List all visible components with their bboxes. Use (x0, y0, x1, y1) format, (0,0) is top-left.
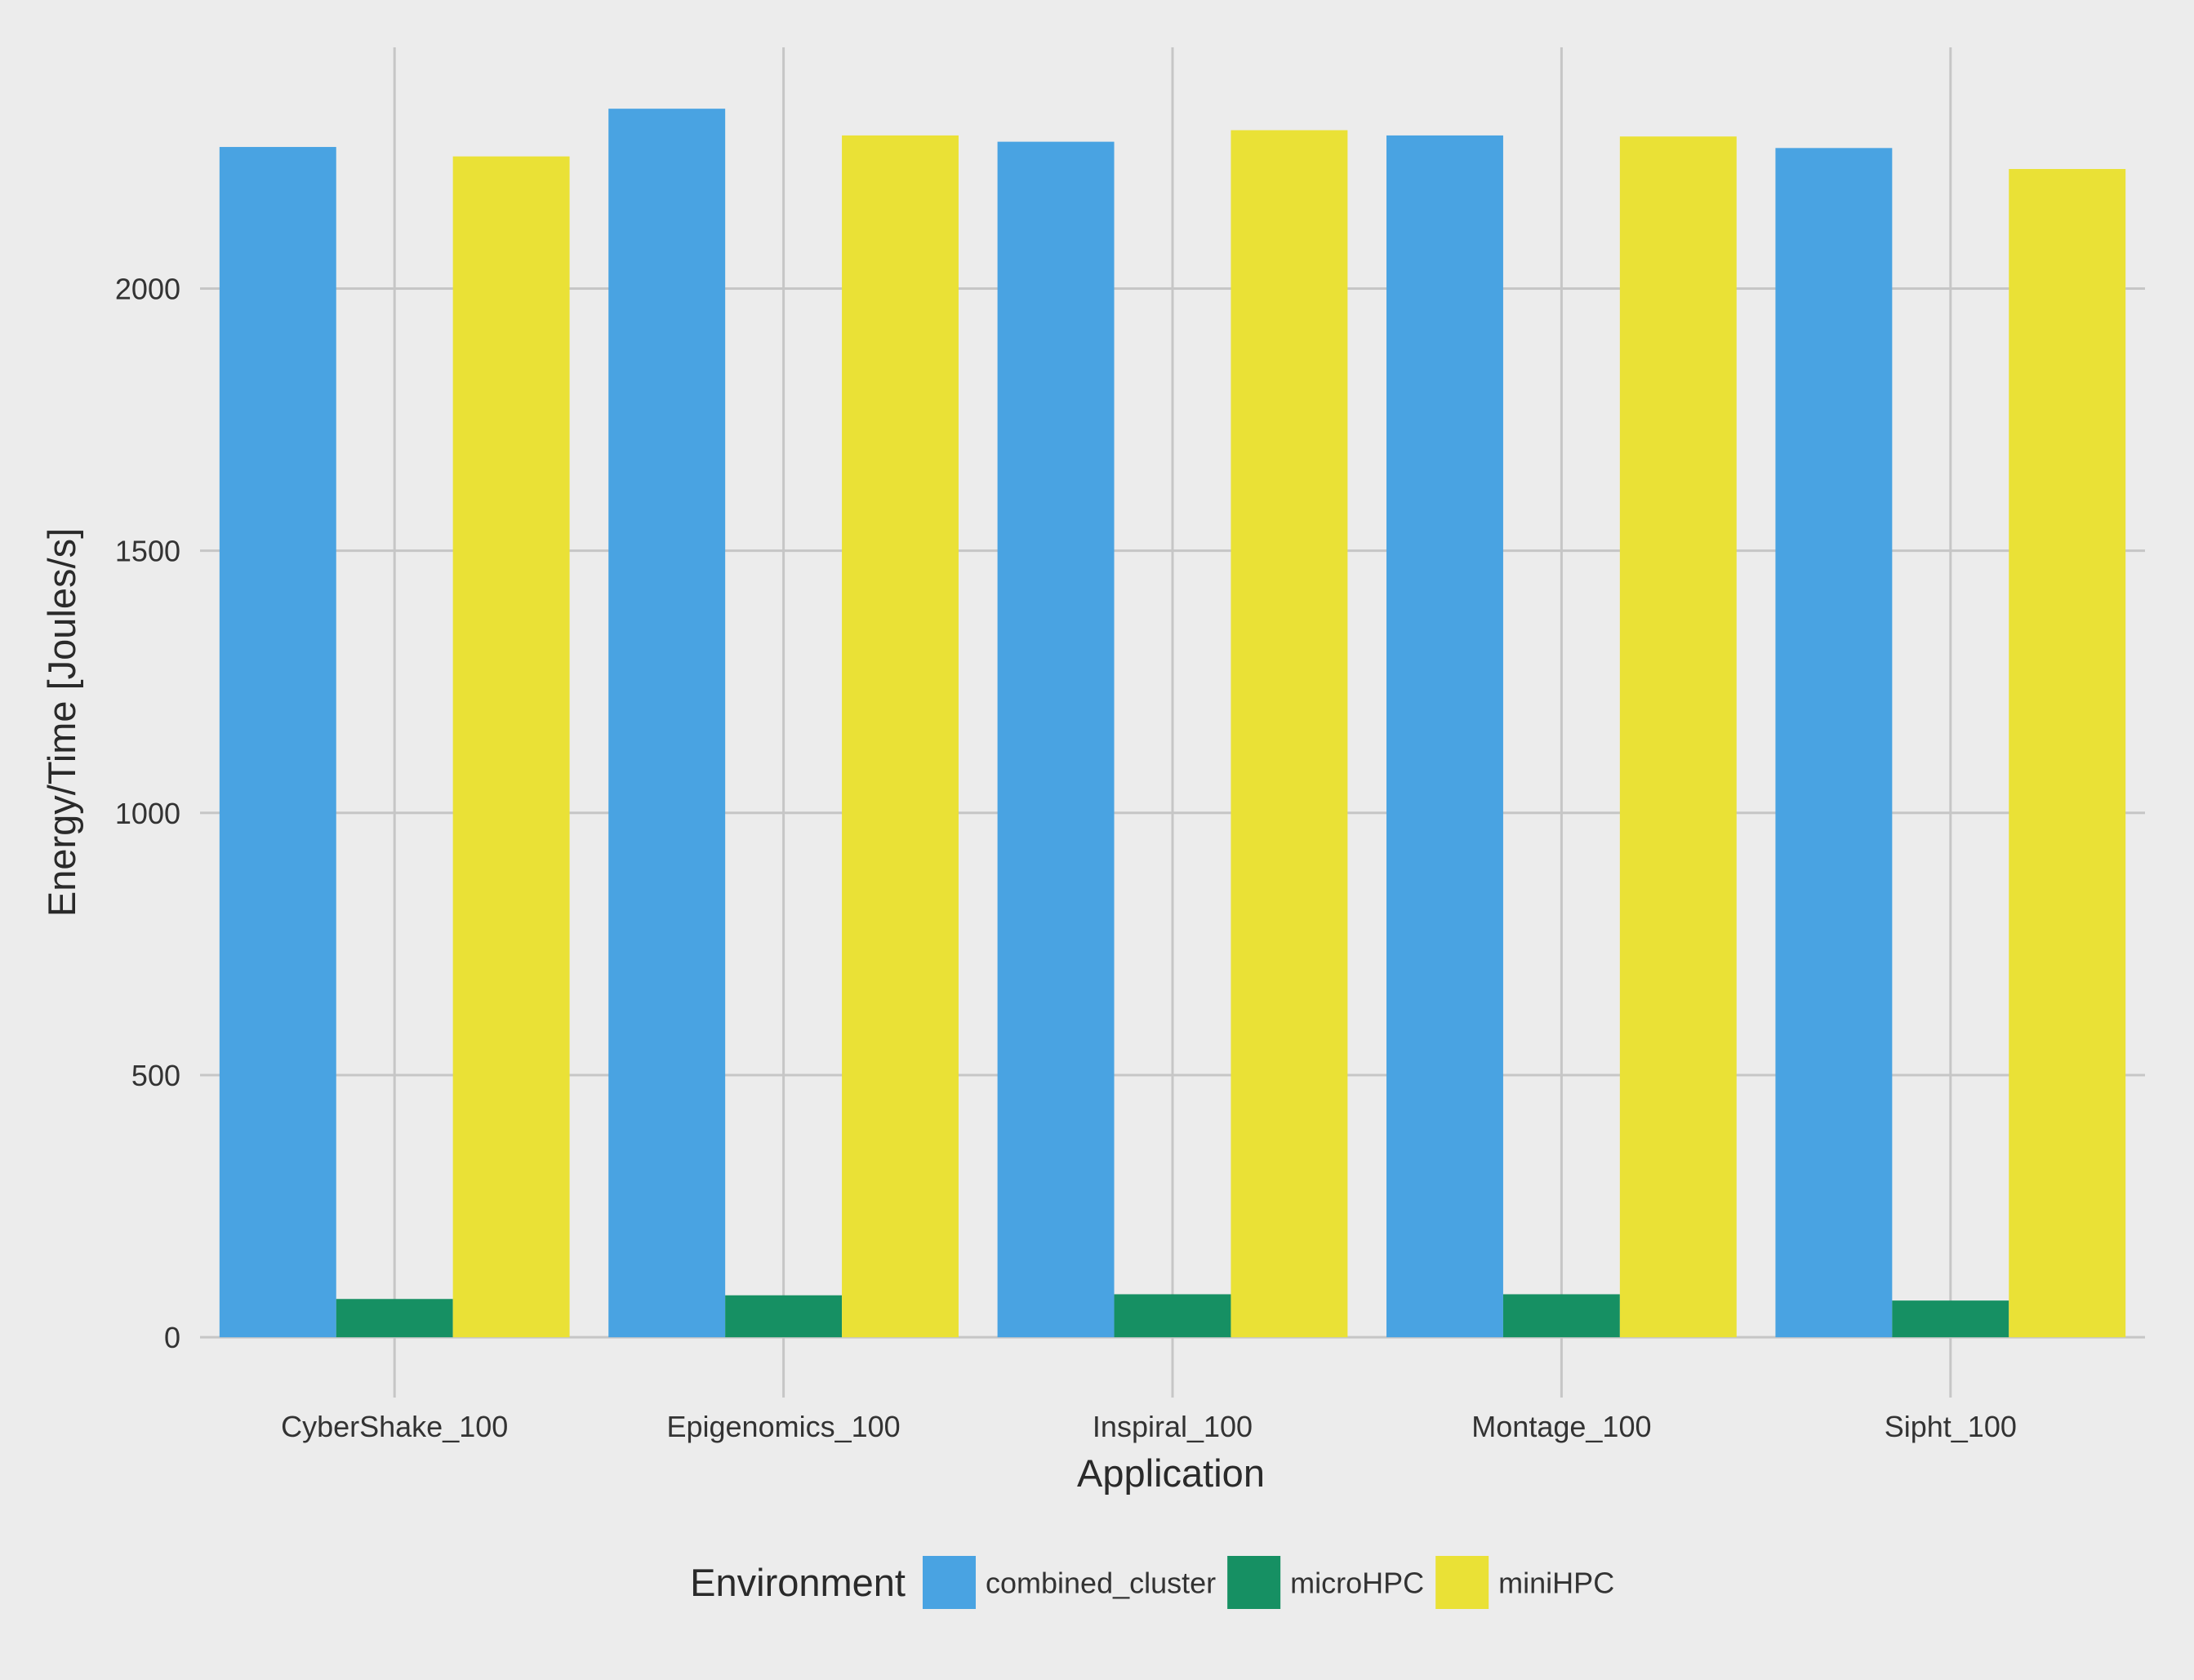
y-tick-label: 1500 (115, 535, 180, 568)
bar-miniHPC-Montage_100 (1619, 136, 1737, 1338)
bar-miniHPC-Sipht_100 (2009, 169, 2126, 1338)
y-tick-label: 1000 (115, 797, 180, 830)
y-axis-title: Energy/Time [Joules/s] (40, 528, 83, 917)
bar-microHPC-Sipht_100 (1892, 1300, 2009, 1338)
bar-combined_cluster-Sipht_100 (1775, 148, 1893, 1338)
bar-combined_cluster-CyberShake_100 (219, 147, 336, 1338)
y-axis-ticks: 0 500 1000 1500 2000 (115, 272, 180, 1354)
legend-label-miniHPC: miniHPC (1498, 1567, 1614, 1600)
x-tick-label: Epigenomics_100 (666, 1410, 900, 1443)
bars (219, 109, 2126, 1338)
bar-microHPC-Inspiral_100 (1114, 1294, 1231, 1338)
legend-items: combined_cluster microHPC miniHPC (923, 1556, 1614, 1609)
y-tick-label: 500 (131, 1059, 180, 1092)
x-axis-ticks: CyberShake_100 Epigenomics_100 Inspiral_10… (281, 1410, 2017, 1443)
y-tick-label: 0 (164, 1321, 180, 1354)
legend-label-microHPC: microHPC (1290, 1567, 1424, 1600)
x-tick-label: Montage_100 (1471, 1410, 1651, 1443)
legend-label-combined_cluster: combined_cluster (986, 1567, 1216, 1600)
bar-combined_cluster-Montage_100 (1386, 135, 1503, 1338)
bar-microHPC-CyberShake_100 (336, 1299, 453, 1338)
legend-swatch-miniHPC (1435, 1556, 1489, 1609)
bar-combined_cluster-Epigenomics_100 (608, 109, 726, 1338)
x-tick-label: Sipht_100 (1885, 1410, 2017, 1443)
x-tick-label: Inspiral_100 (1093, 1410, 1253, 1443)
x-axis-title: Application (1077, 1451, 1265, 1495)
bar-miniHPC-Epigenomics_100 (842, 135, 959, 1338)
y-tick-label: 2000 (115, 272, 180, 305)
legend: Environment combined_cluster microHPC mini… (690, 1556, 1614, 1609)
x-tick-label: CyberShake_100 (281, 1410, 508, 1443)
bar-combined_cluster-Inspiral_100 (997, 141, 1115, 1338)
bar-microHPC-Epigenomics_100 (725, 1295, 843, 1338)
legend-swatch-combined_cluster (923, 1556, 976, 1609)
legend-title: Environment (690, 1561, 906, 1604)
bar-miniHPC-CyberShake_100 (452, 156, 570, 1338)
legend-swatch-microHPC (1227, 1556, 1281, 1609)
bar-miniHPC-Inspiral_100 (1231, 130, 1348, 1338)
bar-microHPC-Montage_100 (1502, 1294, 1620, 1338)
